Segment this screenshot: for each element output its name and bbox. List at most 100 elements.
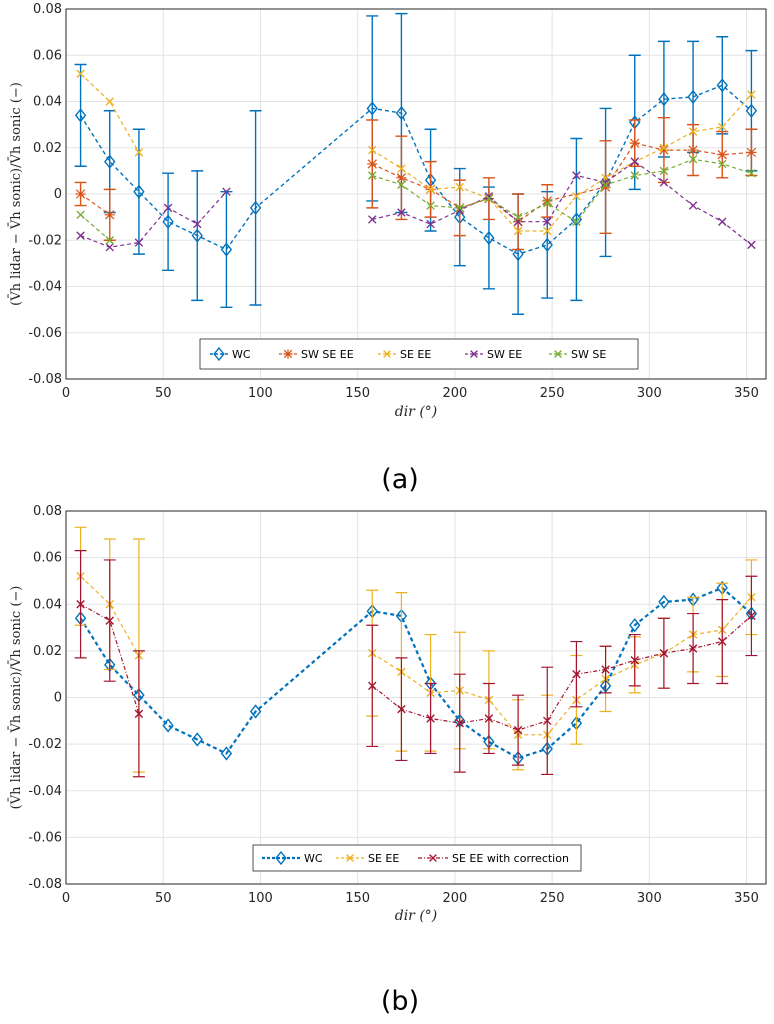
- diamond-marker: [541, 237, 553, 252]
- diamond-marker: [104, 154, 116, 169]
- diamond-marker: [275, 850, 287, 866]
- error-bar: [162, 172, 175, 272]
- x-marker: [630, 655, 639, 665]
- y-tick-label: 0.06: [33, 48, 62, 63]
- legend-label: WC: [232, 348, 251, 361]
- x-tick-label: 200: [442, 891, 467, 906]
- x-marker: [543, 226, 552, 236]
- x-tick-label: 300: [637, 891, 662, 906]
- x-tick-label: 300: [637, 386, 662, 401]
- chart-panel-a: 0 50 100 150 200 250 300 350 -0.08 -0.06 -0.04 -0.0…: [8, 2, 767, 495]
- x-marker: [572, 217, 581, 226]
- x-marker: [543, 217, 552, 226]
- x-axis-label: dir (°): [395, 908, 438, 924]
- x-marker: [429, 854, 437, 862]
- series-sw-se: [76, 155, 756, 245]
- y-tick-label: 0.08: [33, 2, 62, 17]
- x-marker: [368, 171, 377, 180]
- y-tick-label: 0.02: [33, 644, 62, 659]
- error-bar: [570, 137, 583, 302]
- asterisk-marker: [629, 138, 640, 149]
- series-line: [79, 586, 753, 760]
- asterisk-marker: [396, 172, 407, 183]
- legend-label: SE EE: [400, 348, 431, 361]
- diamond-marker: [658, 594, 670, 610]
- y-tick-label: 0: [54, 187, 62, 202]
- x-marker: [105, 236, 114, 245]
- y-tick-label: -0.02: [28, 233, 62, 248]
- diamond-marker: [191, 732, 203, 747]
- x-marker: [747, 90, 756, 99]
- x-tick-label: 100: [248, 386, 273, 401]
- x-marker: [572, 669, 581, 679]
- x-marker: [455, 182, 464, 192]
- x-tick-label: 200: [442, 386, 467, 401]
- y-tick-label: 0: [54, 691, 62, 706]
- x-marker: [601, 178, 610, 187]
- series-line: [80, 575, 140, 656]
- diamond-marker: [162, 214, 174, 229]
- legend-label: SW EE: [487, 348, 522, 361]
- x-marker: [470, 350, 478, 358]
- x-marker: [718, 637, 727, 646]
- error-bar: [249, 110, 262, 306]
- legend-label: WC: [304, 852, 323, 865]
- y-tick-label: -0.04: [28, 280, 62, 295]
- error-bar: [132, 128, 145, 255]
- x-marker: [105, 242, 114, 252]
- y-tick-label: -0.06: [28, 326, 62, 341]
- series-line: [80, 73, 140, 153]
- asterisk-marker: [600, 181, 611, 193]
- x-marker: [688, 127, 698, 136]
- x-marker: [346, 854, 354, 862]
- x-marker: [134, 709, 144, 719]
- x-marker: [747, 168, 756, 178]
- y-tick-label: -0.06: [28, 830, 62, 845]
- x-marker: [601, 665, 610, 674]
- x-marker: [688, 644, 698, 653]
- x-marker: [163, 203, 173, 213]
- x-marker: [659, 143, 669, 152]
- y-tick-label: -0.08: [28, 877, 62, 892]
- x-marker: [105, 97, 114, 106]
- x-axis-label: dir (°): [395, 404, 438, 420]
- x-marker: [543, 716, 552, 726]
- asterisk-marker: [658, 144, 670, 156]
- x-marker: [484, 714, 494, 723]
- x-marker: [659, 178, 669, 187]
- x-tick-label: 50: [155, 891, 172, 906]
- x-tick-label: 0: [62, 386, 70, 401]
- x-marker: [601, 180, 610, 189]
- x-marker: [76, 69, 85, 78]
- series-line: [371, 615, 752, 731]
- diamond-marker: [220, 746, 233, 761]
- x-marker: [688, 155, 698, 164]
- chart-panel-b: 0 50 100 150 200 250 300 350 -0.08 -0.06 -0.04 -0.0…: [8, 504, 767, 1017]
- x-marker: [426, 201, 435, 210]
- x-marker: [513, 226, 523, 236]
- diamond-marker: [191, 228, 203, 243]
- diamond-marker: [133, 184, 145, 199]
- asterisk-marker: [104, 209, 115, 220]
- y-tick-label: -0.08: [28, 372, 62, 387]
- x-marker: [193, 219, 202, 229]
- x-marker: [513, 725, 523, 735]
- asterisk-marker: [746, 147, 757, 158]
- y-axis-label: (V̄h lidar − V̄h sonic)/V̄h sonic (−): [8, 586, 24, 810]
- x-tick-label: 250: [540, 386, 565, 401]
- series-line: [372, 160, 752, 246]
- y-tick-label: 0.04: [33, 597, 62, 612]
- series-line: [371, 596, 752, 736]
- x-marker: [426, 714, 435, 723]
- legend-label: SE EE: [368, 852, 399, 865]
- x-marker: [747, 240, 756, 250]
- x-marker: [76, 231, 85, 240]
- x-tick-label: 100: [248, 891, 273, 906]
- x-marker: [368, 681, 377, 691]
- diamond-marker: [687, 89, 699, 104]
- axes-frame: [65, 510, 767, 885]
- legend: WC SE EE SE EE with correction: [252, 844, 582, 872]
- x-marker: [105, 616, 114, 625]
- diamond-marker: [220, 242, 233, 257]
- panel-caption: (b): [381, 986, 419, 1017]
